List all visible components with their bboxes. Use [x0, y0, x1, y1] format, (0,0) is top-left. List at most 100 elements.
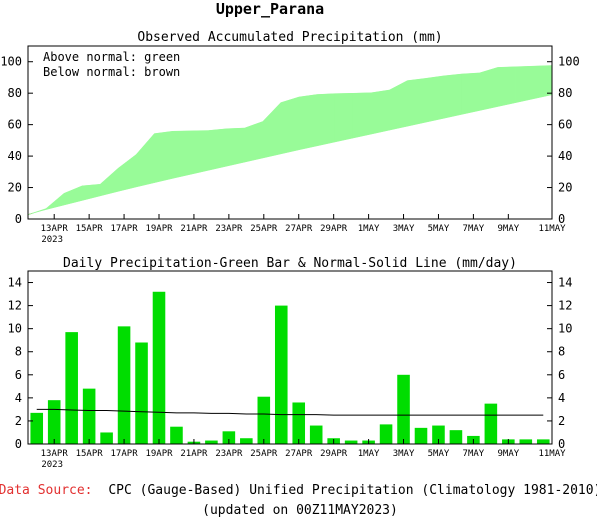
- accumulated-diff-segment: [190, 130, 209, 175]
- accumulated-diff-segment: [172, 130, 191, 179]
- daily-precip-bar: [292, 402, 306, 444]
- top-ytick-label-left: 60: [8, 118, 22, 132]
- daily-precip-bar: [135, 342, 148, 444]
- accumulated-diff-segment: [443, 73, 462, 119]
- bottom-xtick-label: 7MAY: [463, 449, 485, 459]
- top-frame: [27, 45, 553, 220]
- legend-above-normal: Above normal: green: [43, 50, 180, 64]
- bottom-xtick-label: 25APR: [250, 449, 278, 459]
- top-ytick-label-right: 80: [558, 86, 572, 100]
- daily-precipitation-panel: Daily Precipitation-Green Bar & Normal-S…: [8, 256, 573, 470]
- accumulated-diff-segment: [154, 131, 173, 183]
- bottom-ytick-label-right: 10: [558, 322, 572, 336]
- daily-precip-bar: [274, 305, 288, 444]
- data-source-text: CPC (Gauge-Based) Unified Precipitation …: [108, 483, 597, 498]
- top-ytick-label-right: 40: [558, 149, 572, 163]
- top-xtick-label: 7MAY: [463, 224, 485, 234]
- daily-precip-bar: [100, 432, 113, 444]
- top-ytick-label-left: 40: [8, 149, 22, 163]
- top-xtick-label: 23APR: [215, 224, 243, 234]
- daily-precip-bar: [82, 388, 96, 444]
- data-source-label: Data Source:: [0, 483, 93, 498]
- bottom-xtick-label: 5MAY: [428, 449, 450, 459]
- top-xtick-label: 15APR: [76, 224, 104, 234]
- top-xtick-label: 17APR: [111, 224, 139, 234]
- top-xtick-label: 11MAY: [538, 224, 566, 234]
- daily-precip-bar: [432, 425, 445, 444]
- daily-precip-bar: [309, 425, 323, 444]
- top-ytick-label-right: 60: [558, 118, 572, 132]
- top-ytick-label-right: 20: [558, 181, 572, 195]
- daily-plot-area: 0 0 2 2 4 4 6 6 8 8 10 10 12 12 14 14 13APR 15APR 17APR 19A…: [8, 270, 572, 470]
- bottom-xtick-label: 13APR: [41, 449, 69, 459]
- top-ytick-label-right: 0: [558, 212, 565, 226]
- daily-precip-bar: [379, 424, 393, 444]
- accumulated-diff-segment: [425, 75, 444, 123]
- top-xtick-label: 27APR: [285, 224, 313, 234]
- daily-precip-bar: [205, 440, 218, 444]
- bottom-ytick-label-right: 8: [558, 345, 565, 359]
- accumulated-diff-segment: [63, 185, 83, 206]
- top-ytick-label-left: 100: [0, 55, 22, 69]
- bottom-ytick-label-left: 4: [15, 391, 22, 405]
- daily-precip-bar: [240, 438, 253, 444]
- daily-normal-line: [36, 408, 544, 416]
- daily-precip-bar: [170, 426, 183, 444]
- daily-precip-bar: [484, 403, 498, 444]
- observed-accumulated-line: [27, 65, 553, 216]
- accumulated-precipitation-panel: Observed Accumulated Precipitation (mm) …: [0, 30, 579, 245]
- top-xtick-year: 2023: [41, 235, 63, 245]
- daily-precip-bar: [397, 374, 410, 444]
- bottom-ytick-label-left: 2: [15, 414, 22, 428]
- accumulated-diff-segment: [226, 127, 246, 167]
- bottom-xtick-label: 11MAY: [538, 449, 566, 459]
- bottom-ytick-label-right: 6: [558, 368, 565, 382]
- bottom-ytick-label-right: 4: [558, 391, 565, 405]
- bottom-xtick-label: 17APR: [111, 449, 139, 459]
- accumulated-diff-segment: [352, 92, 372, 139]
- data-source-line: Data Source: CPC (Gauge-Based) Unified P…: [0, 483, 597, 498]
- top-xtick-label: 21APR: [180, 224, 208, 234]
- top-xtick-label: 19APR: [145, 224, 173, 234]
- bottom-ytick-label-left: 6: [15, 368, 22, 382]
- bottom-xtick-label: 9MAY: [497, 449, 519, 459]
- bottom-ytick-label-right: 2: [558, 414, 565, 428]
- top-ytick-label-right: 100: [558, 55, 580, 69]
- accumulated-diff-segment: [208, 128, 228, 171]
- daily-precip-bar: [30, 412, 44, 444]
- accumulated-diff-segment: [407, 78, 426, 127]
- bottom-xtick-label: 21APR: [180, 449, 208, 459]
- daily-precip-bar: [257, 396, 271, 444]
- accumulated-diff-segment: [533, 65, 553, 99]
- accumulated-diff-segment: [497, 66, 517, 107]
- bottom-ytick-label-left: 14: [8, 276, 22, 290]
- accumulated-diff-segment: [298, 94, 318, 151]
- daily-precip-bar: [117, 326, 131, 444]
- accumulated-diff-segment: [280, 96, 300, 155]
- daily-precip-bar: [47, 400, 61, 444]
- region-title: Upper_Parana: [216, 0, 324, 18]
- top-ytick-label-left: 20: [8, 181, 22, 195]
- daily-precip-bar: [519, 439, 533, 444]
- bottom-xtick-label: 3MAY: [393, 449, 415, 459]
- bottom-xtick-label: 23APR: [215, 449, 243, 459]
- bottom-ytick-label-left: 10: [8, 322, 22, 336]
- bottom-xtick-label: 29APR: [320, 449, 348, 459]
- daily-precip-bar: [65, 332, 78, 444]
- bottom-ytick-label-left: 12: [8, 299, 22, 313]
- bottom-ytick-label-right: 0: [558, 437, 565, 451]
- top-ytick-label-left: 80: [8, 86, 22, 100]
- daily-precip-bar: [344, 440, 358, 444]
- bottom-xtick-year: 2023: [41, 460, 63, 470]
- accumulated-diff-segment: [334, 93, 354, 143]
- bottom-xtick-label: 19APR: [145, 449, 173, 459]
- legend-below-normal: Below normal: brown: [43, 65, 180, 79]
- bottom-xtick-label: 27APR: [285, 449, 313, 459]
- accumulated-diff-segment: [479, 67, 499, 111]
- accumulated-diff-segment: [389, 80, 408, 131]
- top-ytick-label-left: 0: [15, 212, 22, 226]
- accumulated-diff-segment: [118, 154, 137, 192]
- top-xtick-label: 5MAY: [428, 224, 450, 234]
- daily-precip-bar: [152, 291, 166, 444]
